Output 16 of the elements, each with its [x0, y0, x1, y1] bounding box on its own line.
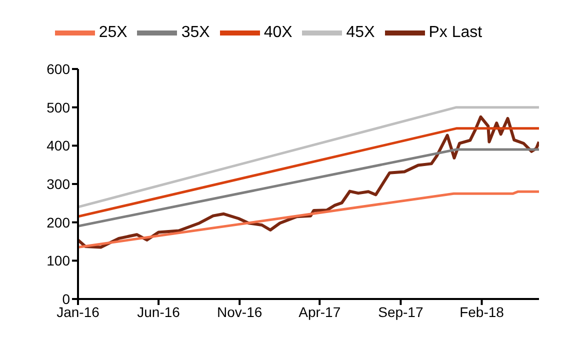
legend-label: Px Last [428, 24, 482, 42]
legend-label: 45X [346, 24, 375, 42]
x-tick-label: Feb-18 [460, 304, 504, 320]
y-tick-label: 300 [46, 176, 70, 192]
legend-label: 25X [98, 24, 128, 42]
y-tick-label: 400 [46, 138, 70, 154]
x-tick-label: Apr-17 [298, 304, 341, 320]
x-tick-label: Nov-16 [217, 304, 262, 320]
x-tick-label: Sep-17 [378, 304, 424, 320]
legend-label: 35X [181, 24, 210, 42]
y-tick-label: 600 [46, 60, 70, 77]
x-tick-label: Jun-16 [137, 304, 180, 320]
y-tick-label: 200 [46, 214, 70, 230]
legend-label: 40X [264, 24, 292, 42]
y-tick-label: 100 [46, 252, 70, 269]
y-tick-label: 500 [46, 99, 70, 116]
